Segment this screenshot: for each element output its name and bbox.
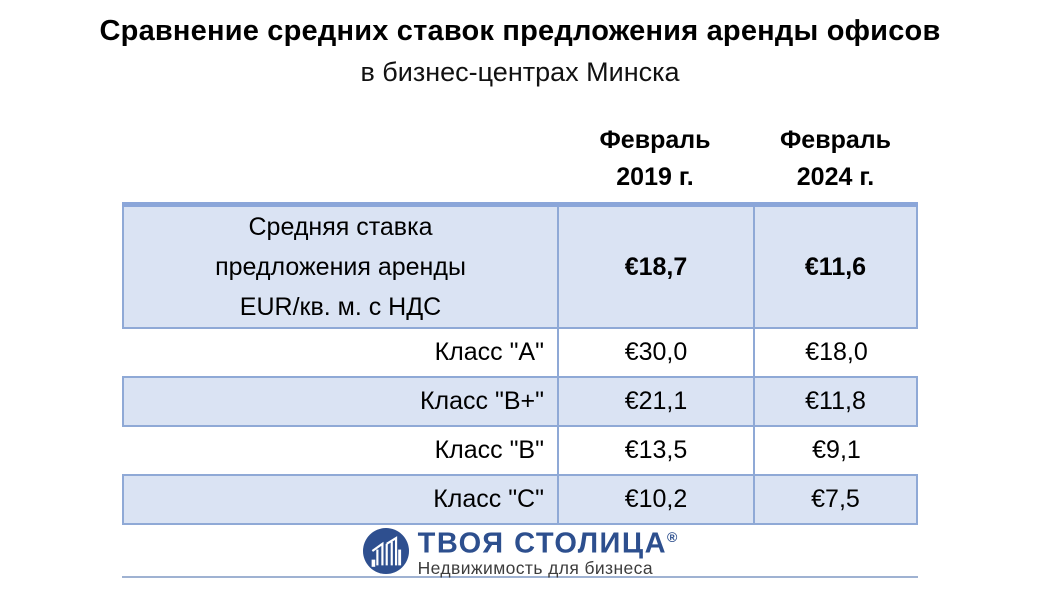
row-label-line: предложения аренды xyxy=(215,253,466,281)
column-header-feb-2024: Февраль 2024 г. xyxy=(753,122,918,202)
value-class-c-2024: €7,5 xyxy=(753,476,916,523)
row-label-class-a: Класс "A" xyxy=(434,338,544,366)
table-row-class-b-plus: Класс "B+" €21,1 €11,8 xyxy=(122,378,918,427)
row-label-class-b-plus: Класс "B+" xyxy=(419,387,544,415)
table-row-class-c: Класс "C" €10,2 €7,5 xyxy=(122,476,918,525)
table-header-row: Февраль 2019 г. Февраль 2024 г. xyxy=(122,122,918,202)
table-row-class-b: Класс "B" €13,5 €9,1 xyxy=(122,427,918,476)
registered-trademark-symbol: ® xyxy=(667,529,678,546)
value-class-b-plus-2024: €11,8 xyxy=(753,378,916,425)
brand-name-text: ТВОЯ СТОЛИЦА xyxy=(417,527,668,560)
value-class-c-2019: €10,2 xyxy=(557,476,753,523)
row-label-line: Средняя ставка xyxy=(248,213,433,241)
column-header-line: 2024 г. xyxy=(796,163,875,191)
table-row-average-rate: Средняя ставка предложения аренды EUR/кв… xyxy=(122,207,918,329)
value-average-2019: €18,7 xyxy=(557,207,753,327)
column-header-line: Февраль xyxy=(599,126,711,154)
value-class-b-2019: €13,5 xyxy=(557,427,753,474)
value-class-a-2019: €30,0 xyxy=(557,329,753,376)
column-header-feb-2019: Февраль 2019 г. xyxy=(557,122,753,202)
column-header-line: 2019 г. xyxy=(616,163,694,191)
table-row-class-a: Класс "A" €30,0 €18,0 xyxy=(122,329,918,378)
company-tagline: Недвижимость для бизнеса xyxy=(417,557,653,578)
company-logo-icon xyxy=(362,527,409,574)
value-class-b-2024: €9,1 xyxy=(753,427,918,474)
row-label-line: EUR/кв. м. с НДС xyxy=(239,293,442,321)
row-label-class-c: Класс "C" xyxy=(433,485,544,513)
rates-table: Февраль 2019 г. Февраль 2024 г. Средняя … xyxy=(122,122,918,578)
table-body: Средняя ставка предложения аренды EUR/кв… xyxy=(122,202,918,525)
row-label-average-rate: Средняя ставка предложения аренды EUR/кв… xyxy=(124,207,557,327)
value-class-a-2024: €18,0 xyxy=(753,329,918,376)
page-subtitle: в бизнес-центрах Минска xyxy=(360,57,680,87)
column-header-line: Февраль xyxy=(779,126,892,154)
footer-logo-row: ТВОЯ СТОЛИЦА® Недвижимость для бизнеса xyxy=(122,525,918,578)
page-title: Сравнение средних ставок предложения аре… xyxy=(99,15,941,47)
value-class-b-plus-2019: €21,1 xyxy=(557,378,753,425)
company-brand-name: ТВОЯ СТОЛИЦА® xyxy=(418,523,678,558)
value-average-2024: €11,6 xyxy=(753,207,916,327)
row-label-class-b: Класс "B" xyxy=(434,436,544,464)
company-logo-text: ТВОЯ СТОЛИЦА® Недвижимость для бизнеса xyxy=(418,523,678,578)
